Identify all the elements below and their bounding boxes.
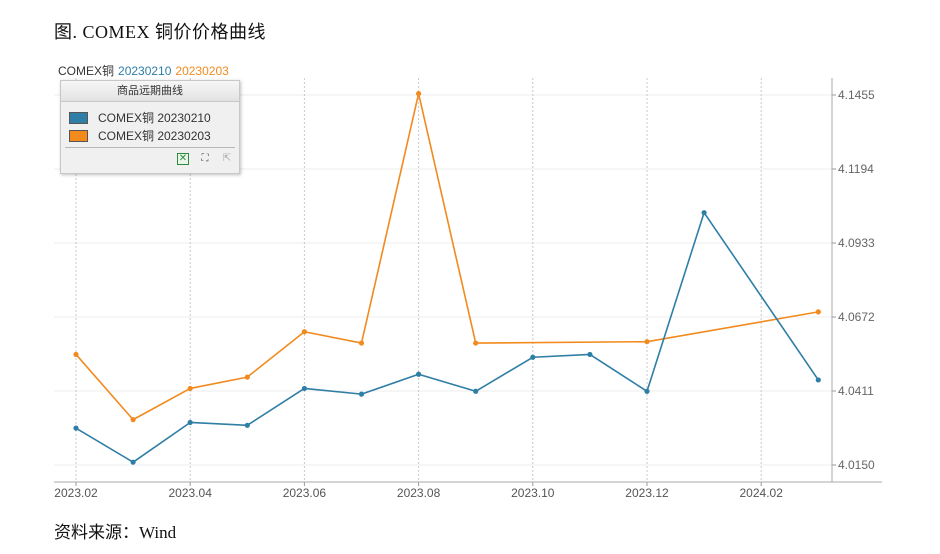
legend-swatch-orange [69, 129, 88, 142]
series-line-2 [75, 92, 819, 421]
x-tick-label: 2024.02 [740, 486, 784, 500]
data-point-series-1 [73, 425, 79, 431]
x-tick-label: 2023.10 [511, 486, 555, 500]
export-excel-icon[interactable]: ✕ [177, 153, 189, 165]
data-point-series-1 [644, 388, 650, 394]
x-tick-label: 2023.08 [397, 486, 441, 500]
data-point-series-1 [473, 388, 479, 394]
legend-item-2[interactable]: COMEX铜 20230203 [69, 127, 211, 144]
y-tick-label: 4.1194 [838, 162, 874, 176]
x-tick-label: 2023.12 [625, 486, 669, 500]
series-header: COMEX铜 20230210 20230203 [58, 62, 233, 79]
data-point-series-1 [301, 385, 307, 392]
cursor-icon[interactable]: ⇱ [222, 153, 232, 164]
x-tick-label: 2023.06 [283, 486, 327, 500]
legend-divider [65, 147, 235, 148]
legend-label-2: COMEX铜 20230203 [98, 129, 211, 143]
legend-title: 商品远期曲线 [61, 81, 239, 102]
data-point-series-1 [701, 210, 707, 216]
data-point-series-1 [815, 377, 821, 383]
legend-toolbar: ✕ ⛶ ⇱ [177, 153, 233, 165]
x-tick-label: 2023.02 [54, 486, 98, 500]
data-point-series-2 [244, 374, 250, 380]
legend-swatch-blue [69, 111, 88, 124]
legend-label-1: COMEX铜 20230210 [98, 111, 211, 125]
data-point-series-2 [358, 340, 365, 346]
crop-icon[interactable]: ⛶ [201, 153, 209, 164]
y-tick-label: 4.0672 [838, 310, 875, 324]
data-point-series-2 [187, 385, 193, 392]
y-tick-label: 4.1455 [838, 88, 875, 102]
data-point-series-1 [130, 459, 136, 465]
legend-item-1[interactable]: COMEX铜 20230210 [69, 109, 211, 126]
figure-title: 图. COMEX 铜价价格曲线 [54, 22, 267, 42]
data-point-series-1 [187, 419, 193, 426]
x-tick-label: 2023.04 [169, 486, 213, 500]
data-point-series-2 [644, 339, 650, 345]
data-point-series-2 [473, 340, 479, 346]
data-point-series-2 [815, 309, 821, 315]
data-point-series-2 [416, 90, 422, 97]
y-tick-label: 4.0411 [838, 384, 874, 398]
legend-panel[interactable]: 商品远期曲线 COMEX铜 20230210 COMEX铜 20230203 ✕… [60, 80, 240, 174]
data-point-series-1 [416, 371, 422, 377]
data-point-series-1 [244, 422, 250, 428]
source-note: 资料来源：Wind [54, 523, 177, 542]
data-point-series-2 [73, 351, 79, 358]
series-header-item-2: 20230203 [175, 64, 229, 78]
series-header-prefix: COMEX铜 [58, 64, 115, 78]
data-point-series-1 [530, 354, 536, 360]
data-point-series-2 [301, 329, 307, 335]
data-point-series-1 [358, 391, 365, 397]
y-tick-label: 4.0933 [838, 236, 875, 250]
data-point-series-1 [587, 351, 593, 358]
series-header-item-1: 20230210 [118, 64, 172, 78]
series-line-1 [75, 211, 819, 463]
y-tick-label: 4.0150 [838, 458, 875, 472]
data-point-series-2 [130, 417, 136, 423]
